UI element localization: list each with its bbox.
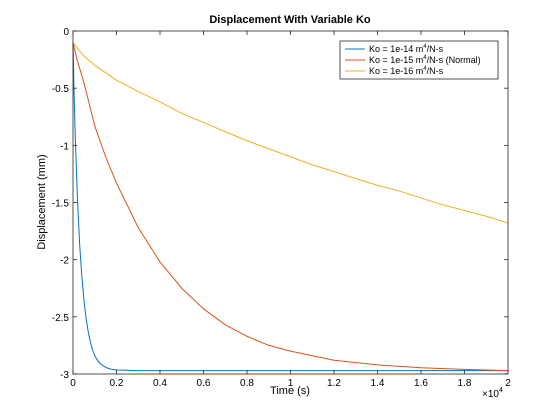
y-tick-label: -1.5 [52,199,70,210]
legend-label-text: Ko = 1e-16 m [369,66,423,76]
x-tick-label: 0.4 [153,378,167,389]
legend-label-text: Ko = 1e-14 m [369,44,423,54]
legend: Ko = 1e-14 m4/N-sKo = 1e-15 m4/N-s (Norm… [339,40,499,80]
legend-label-superscript: 4 [423,66,427,72]
legend-label-unit: /N-s [427,44,444,54]
legend-label-superscript: 4 [423,55,427,61]
y-tick-label: -0.5 [52,84,70,95]
y-tick-label: -3 [60,370,69,381]
x-tick-label: 1.2 [327,378,341,389]
y-axis-label: Displacement (mm) [36,154,48,249]
x-tick-label: 0.8 [240,378,254,389]
x-axis-multiplier-base: ×10 [482,389,499,400]
x-tick-label: 2 [505,378,511,389]
y-tick-label: 0 [63,27,69,38]
x-tick-label: 1 [288,378,294,389]
y-tick-label: -2 [60,256,69,267]
legend-label-unit: /N-s [427,66,444,76]
series-line-3 [72,42,509,224]
legend-box [339,40,499,80]
x-tick-label: 0 [70,378,76,389]
x-axis-label: Time (s) [270,385,310,397]
x-tick-label: 1.6 [414,378,428,389]
plot-area [73,31,508,374]
series-line-2 [72,42,509,372]
y-tick-label: -2.5 [52,313,70,324]
legend-label-text: Ko = 1e-15 m [369,55,423,65]
legend-label-3: Ko = 1e-16 m4/N-s [369,66,444,76]
chart-title: Displacement With Variable Ko [209,14,371,26]
y-axis: 0 -0.5 -1 -1.5 -2 -2.5 -3 [52,27,508,381]
x-tick-label: 1.4 [371,378,385,389]
legend-label-unit: /N-s (Normal) [427,55,481,65]
legend-label-2: Ko = 1e-15 m4/N-s (Normal) [369,55,481,65]
x-axis-multiplier: ×104 [482,387,503,400]
legend-label-1: Ko = 1e-14 m4/N-s [369,44,444,54]
x-axis: 0 0.2 0.4 0.6 0.8 1 1.2 1.4 1.6 1.8 2 [70,31,511,389]
x-tick-label: 1.8 [458,378,472,389]
x-tick-label: 0.2 [110,378,124,389]
x-tick-label: 0.6 [197,378,211,389]
legend-label-superscript: 4 [423,44,427,50]
y-tick-label: -1 [60,141,69,152]
legend-entries: Ko = 1e-14 m4/N-sKo = 1e-15 m4/N-s (Norm… [345,44,481,76]
x-axis-multiplier-exponent: 4 [499,387,503,394]
